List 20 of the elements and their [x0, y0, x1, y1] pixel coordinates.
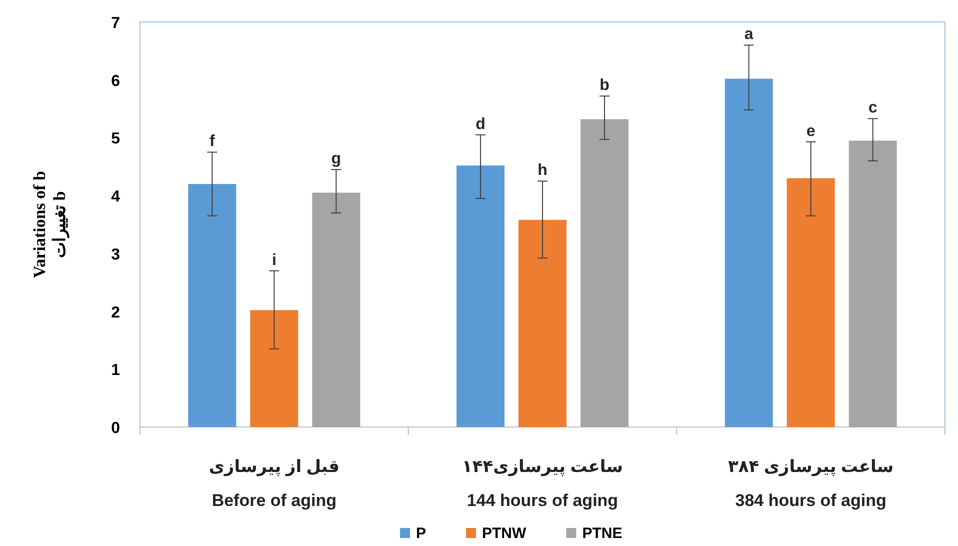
data-label: a	[744, 26, 754, 44]
data-label: e	[806, 122, 816, 140]
y-tick-label: 6	[111, 72, 120, 90]
y-tick-label: 5	[111, 130, 120, 148]
data-label: c	[868, 100, 878, 117]
y-tick-label: 0	[111, 420, 120, 437]
y-tick-label: 2	[111, 304, 120, 322]
data-label: f	[210, 133, 216, 150]
data-label: h	[538, 162, 548, 180]
legend-label: PTNW	[482, 525, 528, 542]
y-tick-label: 3	[111, 246, 120, 264]
y-tick-label: 7	[111, 15, 120, 32]
data-label: i	[272, 252, 276, 269]
y-tick-label: 1	[111, 362, 120, 380]
data-label: b	[600, 77, 610, 94]
y-tick-label: 4	[111, 188, 120, 206]
legend-label: P	[416, 525, 426, 542]
data-label: d	[476, 116, 486, 133]
legend-label: PTNE	[582, 525, 622, 542]
data-label: g	[331, 150, 342, 168]
